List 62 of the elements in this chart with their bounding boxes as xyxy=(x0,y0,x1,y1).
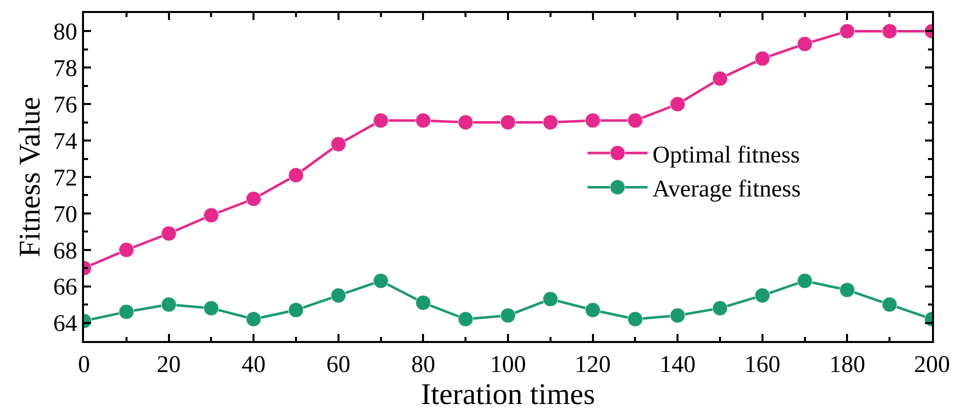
y-tick-label: 64 xyxy=(53,311,78,338)
point xyxy=(288,302,304,318)
point xyxy=(330,136,346,152)
y-tick-label: 66 xyxy=(53,274,78,301)
x-tick-label: 20 xyxy=(156,352,181,378)
x-tick-label: 120 xyxy=(574,352,611,378)
y-tick-label: 68 xyxy=(53,238,78,264)
point xyxy=(882,23,898,39)
point xyxy=(670,308,686,324)
point xyxy=(542,291,558,307)
point xyxy=(797,36,813,52)
point xyxy=(797,273,813,289)
y-tick-label: 74 xyxy=(53,128,78,155)
point xyxy=(246,191,262,207)
point xyxy=(500,114,516,130)
point xyxy=(161,296,177,312)
point xyxy=(839,23,855,39)
y-tick-label: 76 xyxy=(53,92,78,119)
point xyxy=(118,304,134,320)
point xyxy=(754,50,770,66)
point xyxy=(415,112,431,128)
x-tick-label: 160 xyxy=(744,352,780,378)
point xyxy=(415,294,431,310)
point xyxy=(458,311,474,327)
point xyxy=(627,311,643,327)
point xyxy=(246,311,262,327)
point xyxy=(288,167,304,183)
x-tick-label: 140 xyxy=(660,352,696,378)
x-tick-label: 200 xyxy=(914,352,950,378)
point xyxy=(542,114,558,130)
point xyxy=(585,112,601,128)
x-tick-label: 60 xyxy=(326,352,350,378)
point xyxy=(203,300,219,316)
point xyxy=(839,282,855,298)
point xyxy=(500,308,516,324)
x-tick-label: 180 xyxy=(829,352,866,378)
point xyxy=(373,112,389,128)
x-tick-label: 100 xyxy=(490,352,526,378)
x-axis-title: Iteration times xyxy=(420,378,596,411)
point xyxy=(627,112,643,128)
point xyxy=(373,273,389,289)
x-tick-label: 80 xyxy=(411,352,436,378)
point xyxy=(118,242,134,258)
y-tick-label: 70 xyxy=(53,202,78,228)
y-tick-label: 80 xyxy=(53,20,78,46)
point xyxy=(585,302,601,318)
point xyxy=(458,114,474,130)
y-tick-label: 78 xyxy=(53,56,78,82)
point xyxy=(203,208,219,224)
x-tick-label: 40 xyxy=(242,352,266,378)
y-axis-title: Fitness Value xyxy=(14,96,47,258)
x-tick-label: 0 xyxy=(78,352,90,378)
point xyxy=(712,70,728,86)
legend-label: Average fitness xyxy=(652,176,801,203)
y-tick-label: 72 xyxy=(53,165,78,192)
point xyxy=(754,288,770,304)
point xyxy=(330,288,346,304)
point xyxy=(882,296,898,312)
legend-label: Optimal fitness xyxy=(652,142,800,168)
point xyxy=(161,226,177,242)
point xyxy=(712,300,728,316)
point xyxy=(670,96,686,112)
